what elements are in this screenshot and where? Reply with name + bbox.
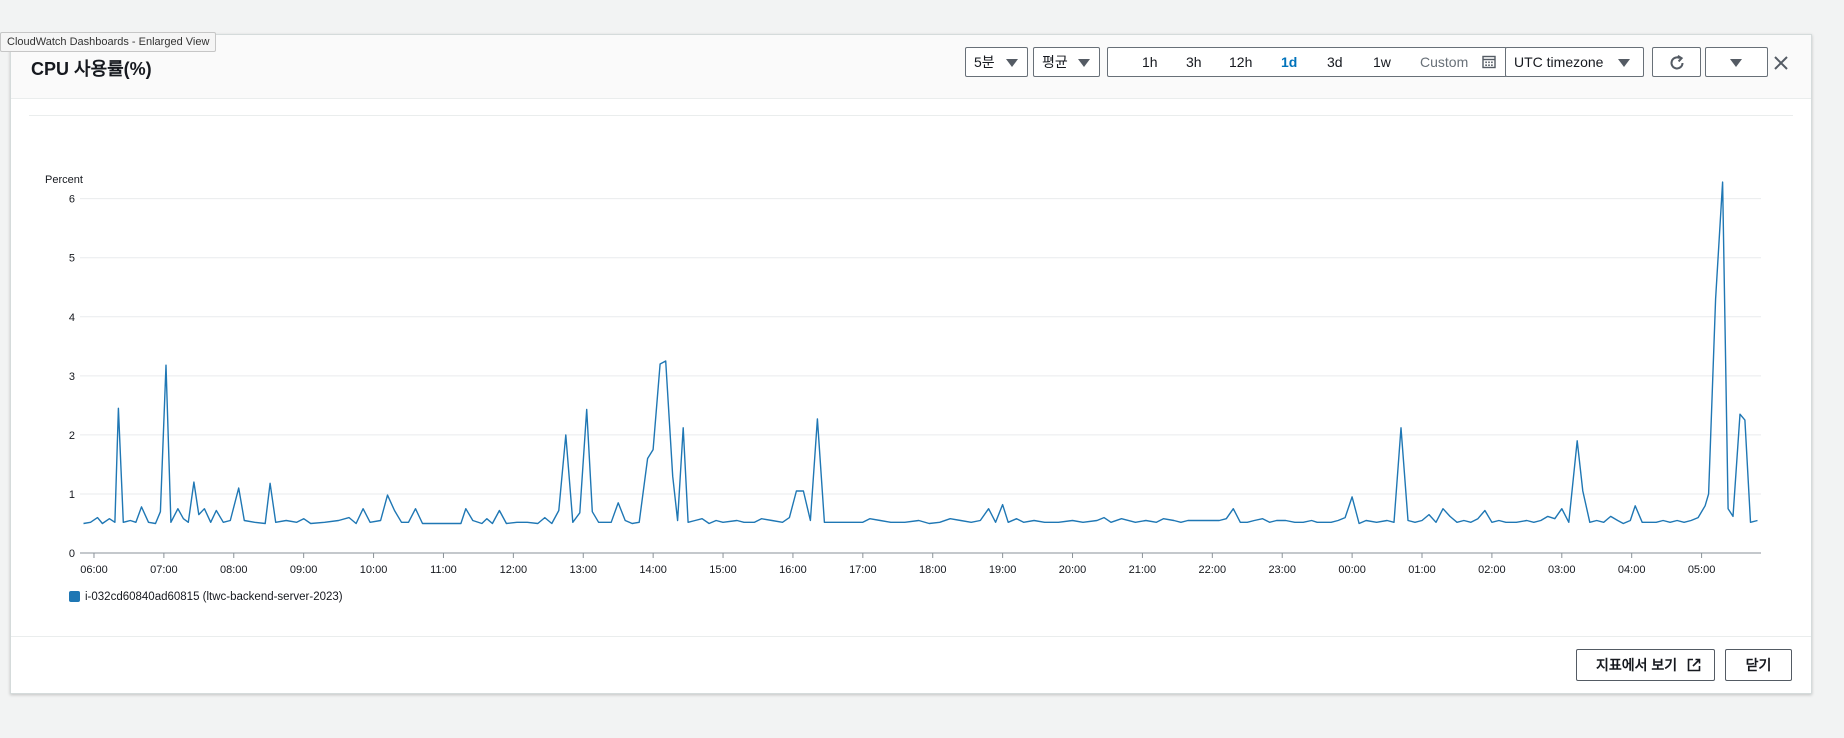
calendar-icon[interactable]	[1482, 55, 1496, 69]
external-link-icon	[1687, 658, 1701, 672]
y-axis-label: Percent	[45, 174, 83, 186]
x-tick-label: 17:00	[849, 564, 877, 576]
x-tick-label: 23:00	[1268, 564, 1296, 576]
caret-down-icon	[1006, 59, 1018, 67]
legend-swatch	[69, 591, 80, 602]
enlarged-view-modal: CPU 사용률(%) 5분 평균 1h 3h 12h 1d 3d 1w Cust…	[10, 34, 1812, 694]
refresh-button[interactable]	[1652, 47, 1701, 77]
x-tick-label: 04:00	[1618, 564, 1646, 576]
y-tick-label: 5	[69, 253, 75, 265]
close-icon[interactable]	[1771, 53, 1791, 73]
x-tick-label: 10:00	[360, 564, 388, 576]
series-line	[83, 181, 1758, 525]
x-tick-label: 03:00	[1548, 564, 1576, 576]
x-tick-label: 18:00	[919, 564, 947, 576]
time-range-3d[interactable]: 3d	[1327, 54, 1343, 70]
period-value: 5분	[974, 54, 995, 70]
x-tick-label: 08:00	[220, 564, 248, 576]
timezone-value: UTC timezone	[1514, 54, 1604, 70]
legend-label[interactable]: i-032cd60840ad60815 (ltwc-backend-server…	[85, 591, 343, 603]
x-tick-label: 07:00	[150, 564, 178, 576]
time-range-custom[interactable]: Custom	[1420, 54, 1469, 70]
x-tick-label: 01:00	[1408, 564, 1436, 576]
view-in-metrics-label: 지표에서 보기	[1596, 657, 1678, 673]
x-tick-label: 02:00	[1478, 564, 1506, 576]
x-tick-label: 05:00	[1688, 564, 1716, 576]
x-tick-label: 15:00	[709, 564, 737, 576]
timezone-dropdown[interactable]: UTC timezone	[1505, 47, 1644, 77]
refresh-icon	[1670, 54, 1684, 70]
y-tick-label: 6	[69, 194, 75, 206]
y-tick-label: 4	[69, 312, 75, 324]
x-tick-label: 20:00	[1059, 564, 1087, 576]
time-range-1h[interactable]: 1h	[1142, 54, 1158, 70]
x-tick-label: 12:00	[500, 564, 528, 576]
close-button[interactable]: 닫기	[1725, 649, 1792, 681]
footer-divider	[11, 636, 1811, 637]
x-tick-label: 09:00	[290, 564, 318, 576]
x-tick-label: 19:00	[989, 564, 1017, 576]
period-dropdown[interactable]: 5분	[965, 47, 1028, 77]
divider	[29, 115, 1793, 116]
window-title-tooltip: CloudWatch Dashboards - Enlarged View	[0, 32, 217, 52]
chevron-down-icon	[1730, 59, 1742, 67]
time-range-1w[interactable]: 1w	[1373, 54, 1391, 70]
time-range-3h[interactable]: 3h	[1186, 54, 1202, 70]
x-tick-label: 16:00	[779, 564, 807, 576]
view-in-metrics-button[interactable]: 지표에서 보기	[1576, 649, 1715, 681]
y-tick-label: 1	[69, 489, 75, 501]
x-tick-label: 22:00	[1199, 564, 1227, 576]
y-tick-label: 0	[69, 548, 75, 560]
y-tick-label: 3	[69, 371, 75, 383]
caret-down-icon	[1078, 59, 1090, 67]
statistic-value: 평균	[1042, 54, 1068, 70]
x-tick-label: 13:00	[569, 564, 597, 576]
y-tick-label: 2	[69, 430, 75, 442]
x-tick-label: 14:00	[639, 564, 667, 576]
time-range-1d[interactable]: 1d	[1281, 54, 1298, 70]
widget-title: CPU 사용률(%)	[31, 59, 152, 79]
caret-down-icon	[1618, 59, 1630, 67]
x-tick-label: 00:00	[1338, 564, 1366, 576]
modal-header: CPU 사용률(%) 5분 평균 1h 3h 12h 1d 3d 1w Cust…	[11, 35, 1811, 99]
x-tick-label: 21:00	[1129, 564, 1157, 576]
time-range-selector: 1h 3h 12h 1d 3d 1w Custom	[1107, 47, 1507, 77]
x-tick-label: 11:00	[430, 564, 457, 576]
statistic-dropdown[interactable]: 평균	[1033, 47, 1100, 77]
x-tick-label: 06:00	[80, 564, 108, 576]
time-range-12h[interactable]: 12h	[1229, 54, 1253, 70]
cpu-line-chart: Percent 0 1 2 3 4 5 6 06:00 07:00 08:00 09:00 10:0…	[45, 174, 1761, 603]
refresh-options-dropdown[interactable]	[1705, 47, 1768, 77]
